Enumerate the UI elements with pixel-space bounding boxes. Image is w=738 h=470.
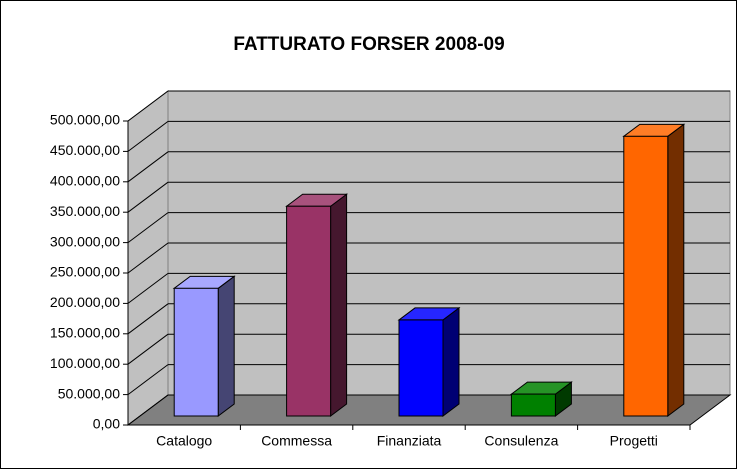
bar [509,381,573,417]
grid-line [127,212,169,244]
bar [622,123,686,417]
y-tick-label: 300.000,00 [50,233,120,249]
grid-line [127,121,169,152]
bar-front [510,393,556,417]
bar-front [173,287,219,417]
grid-line [127,151,169,183]
chart-title: FATTURATO FORSER 2008-09 [233,34,504,55]
bar-front [398,319,444,417]
x-tick-label: Progetti [610,433,658,449]
y-tick-label: 500.000,00 [50,112,120,128]
grid-line [127,181,169,213]
y-tick-label: 400.000,00 [50,173,120,189]
bar-side [667,123,685,417]
y-tick-label: 350.000,00 [50,203,120,219]
grid-line [127,394,169,426]
grid-line [127,272,169,304]
x-tick-label: Finanziata [377,433,442,449]
x-tick-label: Consulenza [484,433,558,449]
y-tick-label: 100.000,00 [50,355,120,371]
y-tick-label: 0,00 [93,416,120,432]
y-tick-label: 450.000,00 [50,142,120,158]
bar-side [442,306,460,417]
grid-line [127,90,169,122]
grid-line [127,242,169,274]
x-tick-label: Commessa [261,433,332,449]
x-tick-label: Catalogo [156,433,212,449]
grid-line [127,364,169,396]
y-tick-label: 150.000,00 [50,325,120,341]
grid-line [127,303,169,335]
y-tick-label: 250.000,00 [50,264,120,280]
bar-side [330,193,348,417]
y-tick-label: 50.000,00 [58,385,120,401]
bar [285,193,349,417]
bar-side [217,275,235,417]
bar [397,306,461,417]
bar-front [623,135,669,417]
y-tick-label: 200.000,00 [50,294,120,310]
bar-front [286,205,332,417]
bar [172,275,236,417]
grid-line [127,333,169,365]
